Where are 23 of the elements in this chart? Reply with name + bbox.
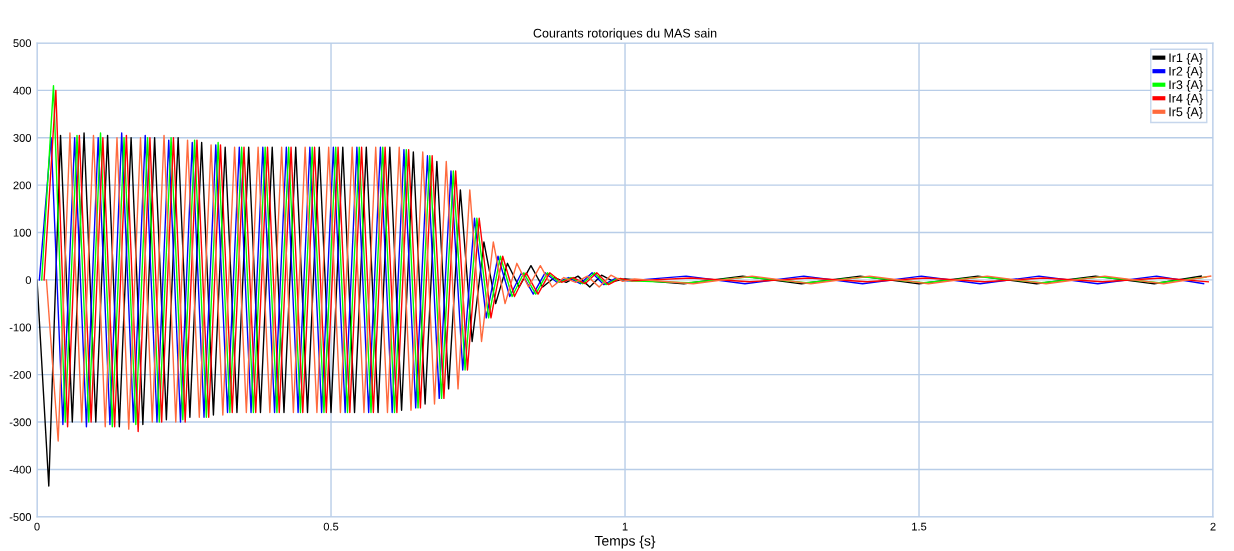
- y-tick-label: 0: [25, 276, 32, 285]
- legend-label: Ir4 {A}: [1169, 93, 1203, 106]
- legend-label: Ir2 {A}: [1169, 66, 1203, 79]
- x-tick-label: 0: [34, 522, 40, 531]
- x-tick-label: 1: [622, 522, 628, 531]
- y-tick-label: -500: [9, 513, 32, 521]
- chart-title: Courants rotoriques du MAS sain: [533, 28, 717, 41]
- legend-label: Ir1 {A}: [1169, 52, 1203, 65]
- y-tick-label: -300: [9, 418, 32, 427]
- y-tick-label: -100: [9, 323, 32, 332]
- y-tick-label: 100: [13, 228, 32, 237]
- x-tick-label: 2: [1210, 522, 1216, 531]
- y-tick-label: 200: [13, 181, 32, 190]
- x-axis-title: Temps {s}: [594, 535, 656, 549]
- y-tick-label: -200: [9, 370, 32, 379]
- x-tick-label: 1.5: [912, 522, 927, 531]
- y-tick-label: -400: [9, 465, 32, 474]
- legend-label: Ir3 {A}: [1169, 80, 1203, 92]
- x-tick-label: 0.5: [323, 522, 339, 531]
- y-tick-label: 400: [13, 86, 32, 95]
- y-tick-label: 500: [13, 39, 32, 48]
- y-tick-label: 300: [13, 134, 32, 142]
- legend-label: Ir5 {A}: [1169, 107, 1203, 119]
